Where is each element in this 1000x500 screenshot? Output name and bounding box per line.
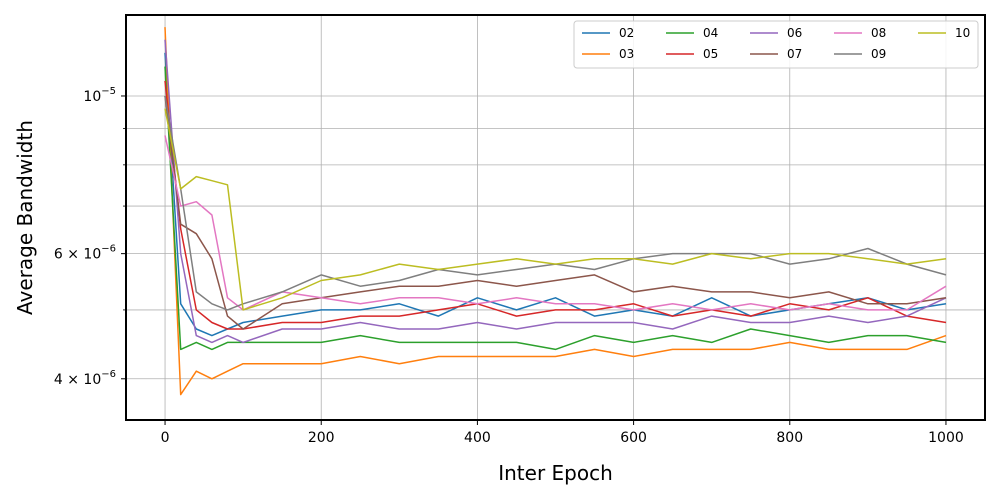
y-tick-label: 10−5: [83, 86, 116, 105]
legend-label-02: 02: [619, 26, 634, 40]
series-line-02: [164, 52, 947, 337]
legend-label-07: 07: [787, 47, 802, 61]
legend-label-03: 03: [619, 47, 634, 61]
series-line-08: [164, 135, 947, 311]
legend-label-09: 09: [871, 47, 886, 61]
x-tick-label: 600: [620, 430, 647, 446]
legend-box: [573, 20, 979, 69]
x-tick-label: 400: [464, 430, 491, 446]
x-tick-label: 1000: [928, 430, 964, 446]
series-line-09: [164, 95, 947, 311]
legend-label-08: 08: [871, 26, 886, 40]
x-tick-label: 0: [161, 430, 170, 446]
series-line-04: [164, 66, 947, 351]
legend-label-04: 04: [703, 26, 718, 40]
y-tick-label: 6 × 10−6: [54, 244, 116, 263]
y-tick-label-exponent: −6: [101, 369, 116, 380]
y-axis-title: Average Bandwidth: [13, 120, 37, 315]
plot-frame: [125, 14, 986, 421]
y-tick-label-base: 4 × 10: [54, 372, 101, 388]
y-tick-label-base: 6 × 10: [54, 247, 101, 263]
x-axis-title: Inter Epoch: [498, 461, 613, 485]
legend: 02 03 04 05 06 07 08 09 10: [573, 20, 979, 69]
legend-label-05: 05: [703, 47, 718, 61]
legend-label-10: 10: [955, 26, 970, 40]
x-tick-label: 800: [776, 430, 803, 446]
y-tick-label-exponent: −5: [101, 86, 116, 97]
grid-lines: [126, 15, 985, 420]
series-line-06: [164, 39, 947, 344]
series-line-10: [164, 108, 947, 311]
y-tick-label-exponent: −6: [101, 244, 116, 255]
x-tick-label: 200: [308, 430, 335, 446]
y-tick-label-base: 10: [83, 89, 101, 105]
legend-label-06: 06: [787, 26, 802, 40]
series-line-05: [164, 80, 947, 330]
series-line-07: [164, 95, 947, 330]
plot-series: [164, 27, 947, 396]
series-line-03: [164, 27, 947, 396]
y-tick-label: 4 × 10−6: [54, 369, 116, 388]
